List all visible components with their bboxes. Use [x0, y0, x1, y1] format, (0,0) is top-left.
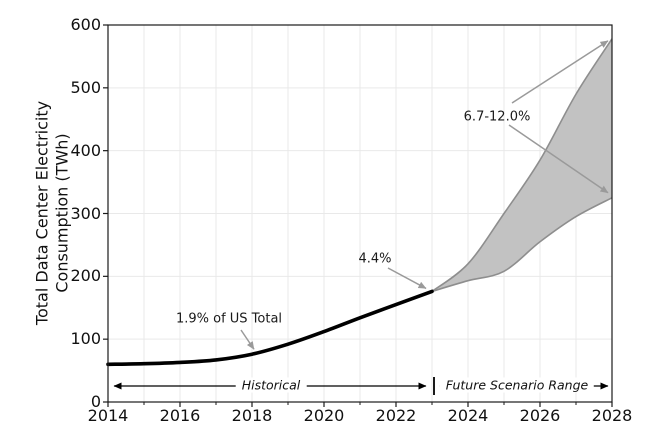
x-tick-label: 2020	[303, 406, 345, 425]
x-tick-label: 2026	[519, 406, 561, 425]
historical-range-label: Historical	[235, 377, 307, 393]
annotation-4-4-percent: 4.4%	[358, 251, 392, 267]
x-tick-label: 2018	[231, 406, 273, 425]
annotation-arrows	[240, 40, 609, 350]
y-tick-label: 0	[90, 392, 101, 411]
y-tick-label: 100	[70, 329, 101, 349]
y-tick-label: 300	[70, 203, 101, 223]
future-scenario-range-label: Future Scenario Range	[439, 377, 595, 393]
x-tick-label: 2016	[159, 406, 201, 425]
historical-line	[106, 289, 434, 367]
x-tick-label: 2022	[375, 406, 417, 425]
x-tick-label: 2014	[87, 406, 129, 425]
band-lower-edge	[431, 197, 613, 293]
y-tick-label: 600	[70, 15, 101, 34]
y-tick-label: 200	[70, 266, 101, 286]
band-upper-edge	[431, 38, 613, 293]
axis-ticks	[103, 24, 613, 407]
future-scenario-band	[432, 38, 612, 292]
y-tick-label: 400	[70, 140, 101, 160]
x-tick-label: 2028	[591, 406, 633, 425]
annotation-1-9-percent: 1.9% of US Total	[175, 311, 283, 327]
annotation-6-7-12-percent: 6.7-12.0%	[463, 109, 531, 125]
x-tick-label: 2024	[447, 406, 489, 425]
y-tick-label: 500	[70, 77, 101, 97]
